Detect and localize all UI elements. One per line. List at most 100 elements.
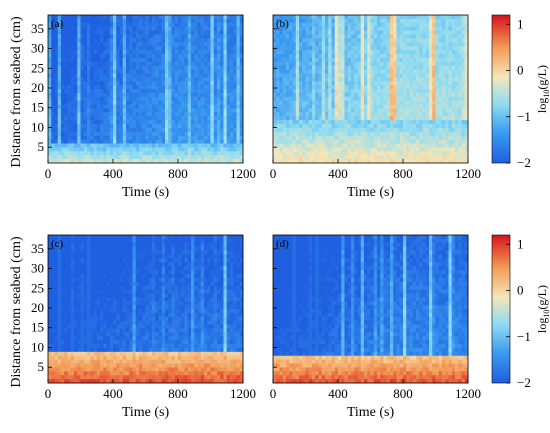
heatmap-cell	[351, 108, 355, 113]
heatmap-cell	[54, 50, 59, 55]
heatmap-cell	[239, 135, 244, 141]
heatmap-cell	[210, 100, 215, 105]
heatmap-cell	[155, 147, 159, 152]
heatmap-cell	[64, 332, 68, 337]
heatmap-cell	[87, 112, 91, 117]
heatmap-cell	[54, 351, 59, 357]
heatmap-cell	[338, 53, 342, 59]
heatmap-cell	[406, 120, 410, 125]
heatmap-cell	[187, 135, 192, 141]
heatmap-cell	[184, 127, 189, 133]
heatmap-cell	[393, 120, 397, 125]
heatmap-cell	[461, 26, 466, 31]
heatmap-cell	[204, 22, 208, 28]
heatmap-cell	[67, 258, 72, 263]
heatmap-cell	[178, 61, 182, 67]
heatmap-cell	[325, 100, 329, 105]
heatmap-cell	[347, 108, 352, 113]
heatmap-cell	[122, 77, 127, 82]
heatmap-cell	[464, 112, 469, 117]
heatmap-cell	[64, 324, 68, 329]
heatmap-cell	[461, 15, 466, 20]
heatmap-cell	[174, 30, 179, 35]
heatmap-cell	[67, 50, 72, 55]
heatmap-cell	[207, 15, 211, 20]
heatmap-cell	[64, 151, 68, 156]
heatmap-cell	[328, 26, 332, 31]
heatmap-cell	[64, 344, 68, 349]
heatmap-cell	[409, 151, 414, 156]
heatmap-cell	[286, 151, 290, 156]
heatmap-cell	[158, 81, 163, 86]
heatmap-cell	[442, 112, 446, 117]
heatmap-cell	[390, 18, 394, 24]
heatmap-cell	[181, 38, 185, 43]
heatmap-cell	[67, 277, 72, 283]
heatmap-cell	[425, 112, 430, 117]
heatmap-cell	[77, 293, 81, 298]
heatmap-cell	[334, 96, 339, 102]
heatmap-cell	[312, 38, 316, 43]
heatmap-cell	[318, 22, 323, 28]
heatmap-cell	[197, 85, 202, 90]
heatmap-cell	[67, 242, 72, 248]
heatmap-cell	[129, 50, 133, 55]
heatmap-cell	[70, 159, 75, 164]
heatmap-cell	[70, 143, 75, 148]
heatmap-cell	[334, 50, 339, 55]
heatmap-cell	[341, 96, 345, 102]
heatmap-cell	[51, 18, 55, 24]
heatmap-cell	[279, 92, 284, 98]
heatmap-cell	[321, 61, 326, 67]
heatmap-cell	[422, 73, 427, 78]
heatmap-cell	[312, 57, 316, 63]
heatmap-cell	[80, 38, 85, 43]
heatmap-cell	[341, 112, 345, 117]
heatmap-cell	[187, 15, 192, 20]
heatmap-cell	[422, 53, 427, 59]
heatmap-cell	[135, 116, 140, 121]
heatmap-cell	[435, 120, 440, 125]
heatmap-cell	[51, 135, 55, 141]
heatmap-cell	[351, 77, 355, 82]
heatmap-cell	[181, 155, 185, 160]
heatmap-cell	[142, 159, 146, 164]
heatmap-cell	[77, 285, 81, 290]
heatmap-cell	[87, 135, 91, 141]
heatmap-cell	[458, 34, 462, 39]
heatmap-cell	[83, 50, 88, 55]
heatmap-cell	[67, 120, 72, 125]
heatmap-cell	[74, 242, 78, 248]
heatmap-cell	[161, 15, 166, 20]
heatmap-cell	[432, 135, 436, 141]
heatmap-cell	[239, 89, 244, 94]
heatmap-cell	[276, 81, 280, 86]
heatmap-cell	[200, 116, 205, 121]
heatmap-cell	[412, 81, 417, 86]
heatmap-cell	[344, 73, 349, 78]
heatmap-cell	[239, 143, 244, 148]
heatmap-cell	[80, 92, 85, 98]
heatmap-cell	[302, 57, 306, 63]
heatmap-cell	[181, 139, 185, 144]
heatmap-cell	[122, 34, 127, 39]
heatmap-cell	[325, 15, 329, 20]
heatmap-cell	[61, 53, 65, 59]
heatmap-cell	[279, 116, 284, 121]
heatmap-cell	[48, 336, 52, 341]
heatmap-cell	[57, 347, 62, 353]
heatmap-cell	[132, 92, 137, 98]
heatmap-cell	[116, 127, 120, 133]
heatmap-cell	[351, 92, 355, 98]
heatmap-cell	[295, 112, 300, 117]
heatmap-cell	[383, 61, 388, 67]
panel-label: (b)	[276, 18, 289, 30]
heatmap-cell	[282, 81, 287, 86]
heatmap-cell	[399, 120, 404, 125]
heatmap-cell	[351, 120, 355, 125]
heatmap-cell	[70, 312, 75, 318]
heatmap-cell	[325, 85, 329, 90]
heatmap-cell	[347, 92, 352, 98]
heatmap-cell	[273, 53, 277, 59]
